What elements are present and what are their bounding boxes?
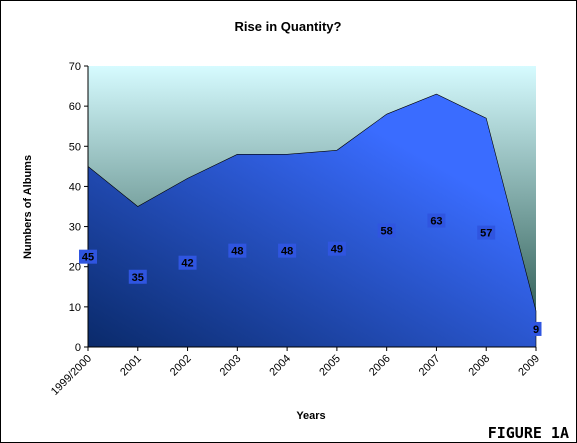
x-tick-label: 2009 <box>516 353 542 379</box>
data-label: 49 <box>331 244 343 256</box>
x-tick-label: 1999/2000 <box>49 353 94 398</box>
x-tick-label: 2005 <box>317 353 343 379</box>
data-label-box <box>128 269 147 284</box>
y-tick-label: 10 <box>69 302 81 314</box>
data-label: 48 <box>231 246 243 258</box>
data-label: 48 <box>281 246 293 258</box>
figure-tag: FIGURE 1A <box>488 424 569 442</box>
y-tick-label: 40 <box>69 181 81 193</box>
y-tick-label: 60 <box>69 101 81 113</box>
data-label: 42 <box>181 258 193 270</box>
y-tick-labels: 0 10 20 30 40 50 60 70 <box>69 61 88 354</box>
x-tick-labels: 1999/2000 2001 2002 2003 2004 2005 2006 2007 200… <box>49 347 542 398</box>
x-tick-label: 2004 <box>267 353 293 379</box>
area-fill <box>87 93 537 348</box>
data-label: 35 <box>132 272 144 284</box>
data-label-box <box>377 223 396 238</box>
data-label-box <box>477 225 496 240</box>
data-label: 57 <box>480 228 492 240</box>
area-series <box>87 93 537 348</box>
data-label-box <box>327 241 346 256</box>
y-tick-label: 20 <box>69 262 81 274</box>
data-label-box <box>228 243 247 258</box>
data-labels: 45 35 42 48 48 49 58 63 57 9 <box>79 213 542 336</box>
y-tick-label: 30 <box>69 222 81 234</box>
data-label: 63 <box>430 216 442 228</box>
data-label: 9 <box>533 324 539 336</box>
x-tick-label: 2002 <box>168 353 194 379</box>
data-label: 45 <box>82 252 94 264</box>
data-label: 58 <box>381 226 393 238</box>
x-tick-label: 2006 <box>367 353 393 379</box>
x-tick-label: 2008 <box>467 353 493 379</box>
data-label-box <box>278 243 297 258</box>
data-label-box <box>530 321 542 336</box>
x-tick-label: 2001 <box>118 353 144 379</box>
y-tick-label: 0 <box>75 342 81 354</box>
data-label-box <box>79 249 97 264</box>
x-tick-label: 2003 <box>218 353 244 379</box>
y-axis-title: Numbers of Albums <box>22 155 34 259</box>
data-label-box <box>427 213 446 228</box>
y-tick-label: 50 <box>69 141 81 153</box>
data-label-box <box>178 255 197 270</box>
chart-title: Rise in Quantity? <box>235 19 342 34</box>
y-tick-label: 70 <box>69 61 81 73</box>
x-axis-title: Years <box>296 410 325 422</box>
x-tick-label: 2007 <box>417 353 443 379</box>
